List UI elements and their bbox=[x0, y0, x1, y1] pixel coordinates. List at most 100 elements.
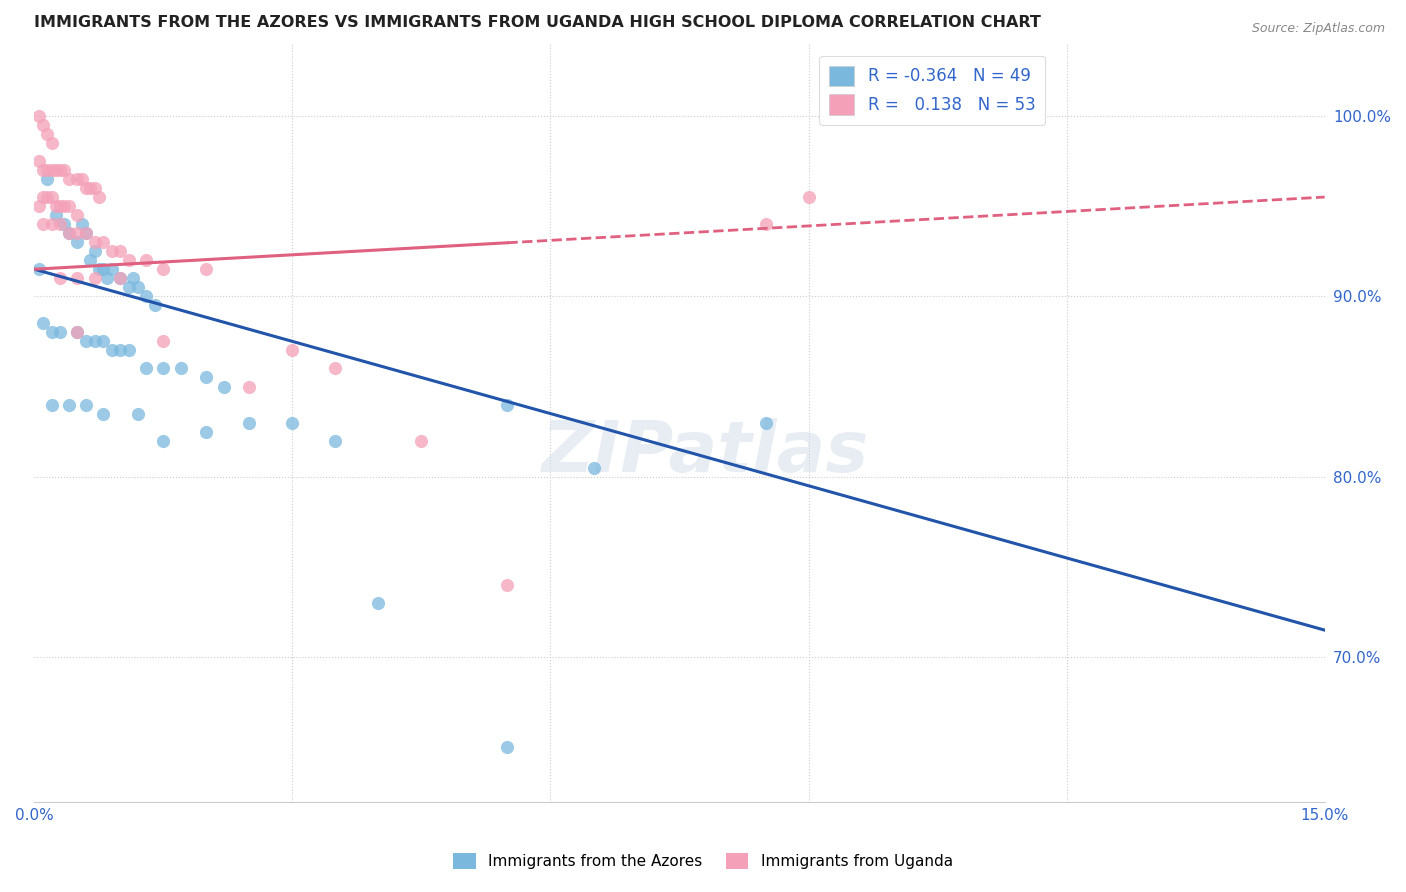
Point bbox=[110, 271, 132, 285]
Point bbox=[70, 217, 93, 231]
Point bbox=[66, 235, 89, 249]
Point bbox=[66, 172, 89, 186]
Point bbox=[281, 416, 304, 430]
Point bbox=[32, 118, 55, 132]
Point bbox=[152, 334, 174, 349]
Point bbox=[66, 326, 89, 340]
Point bbox=[135, 253, 157, 268]
Point bbox=[37, 172, 59, 186]
Point bbox=[28, 199, 51, 213]
Legend: Immigrants from the Azores, Immigrants from Uganda: Immigrants from the Azores, Immigrants f… bbox=[447, 847, 959, 875]
Point bbox=[195, 370, 218, 384]
Point bbox=[127, 280, 149, 294]
Point bbox=[53, 199, 76, 213]
Point bbox=[110, 343, 132, 358]
Point bbox=[45, 199, 67, 213]
Point bbox=[75, 181, 97, 195]
Point bbox=[143, 298, 166, 312]
Point bbox=[496, 740, 519, 755]
Point bbox=[110, 271, 132, 285]
Point bbox=[53, 163, 76, 178]
Point bbox=[53, 217, 76, 231]
Point bbox=[110, 244, 132, 259]
Point bbox=[45, 163, 67, 178]
Point bbox=[37, 190, 59, 204]
Point bbox=[41, 163, 63, 178]
Point bbox=[37, 163, 59, 178]
Point bbox=[87, 190, 110, 204]
Point bbox=[83, 181, 105, 195]
Point bbox=[49, 326, 72, 340]
Point bbox=[41, 326, 63, 340]
Point bbox=[238, 416, 260, 430]
Point bbox=[32, 317, 55, 331]
Point bbox=[45, 208, 67, 222]
Point bbox=[58, 398, 80, 412]
Point bbox=[75, 226, 97, 240]
Text: Source: ZipAtlas.com: Source: ZipAtlas.com bbox=[1251, 22, 1385, 36]
Point bbox=[118, 280, 141, 294]
Point bbox=[32, 217, 55, 231]
Point bbox=[91, 262, 114, 277]
Point bbox=[122, 271, 145, 285]
Point bbox=[28, 109, 51, 123]
Point bbox=[49, 163, 72, 178]
Point bbox=[325, 434, 347, 448]
Point bbox=[195, 262, 218, 277]
Point bbox=[28, 262, 51, 277]
Point bbox=[797, 190, 820, 204]
Point bbox=[49, 199, 72, 213]
Point bbox=[70, 172, 93, 186]
Point bbox=[66, 226, 89, 240]
Point bbox=[582, 460, 605, 475]
Point bbox=[152, 262, 174, 277]
Point bbox=[83, 244, 105, 259]
Point bbox=[41, 190, 63, 204]
Point bbox=[66, 271, 89, 285]
Point bbox=[152, 361, 174, 376]
Point bbox=[754, 416, 776, 430]
Point bbox=[58, 172, 80, 186]
Point bbox=[79, 253, 101, 268]
Point bbox=[101, 244, 124, 259]
Point bbox=[325, 361, 347, 376]
Point bbox=[41, 217, 63, 231]
Point bbox=[212, 379, 235, 393]
Point bbox=[28, 153, 51, 168]
Point bbox=[496, 578, 519, 592]
Point bbox=[75, 226, 97, 240]
Point bbox=[238, 379, 260, 393]
Point bbox=[118, 253, 141, 268]
Point bbox=[101, 343, 124, 358]
Text: ZIPatlas: ZIPatlas bbox=[541, 418, 869, 487]
Point bbox=[79, 181, 101, 195]
Point bbox=[83, 271, 105, 285]
Point bbox=[135, 289, 157, 303]
Text: IMMIGRANTS FROM THE AZORES VS IMMIGRANTS FROM UGANDA HIGH SCHOOL DIPLOMA CORRELA: IMMIGRANTS FROM THE AZORES VS IMMIGRANTS… bbox=[34, 15, 1042, 30]
Legend: R = -0.364   N = 49, R =   0.138   N = 53: R = -0.364 N = 49, R = 0.138 N = 53 bbox=[820, 56, 1046, 125]
Point bbox=[66, 208, 89, 222]
Point bbox=[195, 425, 218, 439]
Point bbox=[75, 398, 97, 412]
Point bbox=[32, 190, 55, 204]
Point bbox=[41, 398, 63, 412]
Point bbox=[58, 226, 80, 240]
Point bbox=[496, 398, 519, 412]
Point bbox=[91, 407, 114, 421]
Point bbox=[58, 199, 80, 213]
Point bbox=[118, 343, 141, 358]
Point bbox=[91, 235, 114, 249]
Point bbox=[754, 217, 776, 231]
Point bbox=[281, 343, 304, 358]
Point bbox=[66, 326, 89, 340]
Point bbox=[87, 262, 110, 277]
Point bbox=[411, 434, 433, 448]
Point bbox=[41, 136, 63, 150]
Point bbox=[83, 334, 105, 349]
Point bbox=[127, 407, 149, 421]
Point bbox=[75, 334, 97, 349]
Point bbox=[91, 334, 114, 349]
Point bbox=[58, 226, 80, 240]
Point bbox=[101, 262, 124, 277]
Point bbox=[367, 596, 389, 610]
